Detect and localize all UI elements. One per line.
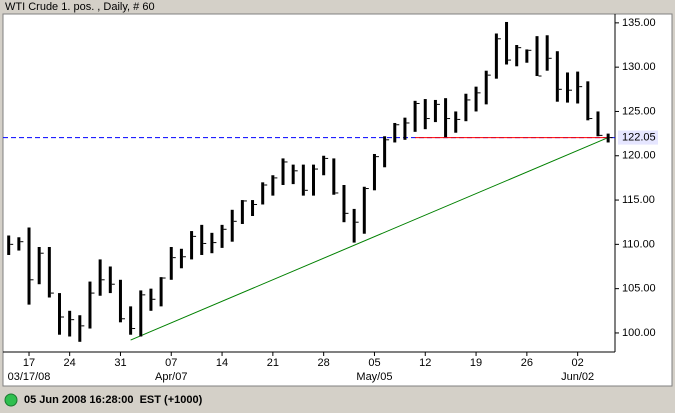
x-sublabel: Apr/07 — [155, 371, 187, 383]
chart-title: WTI Crude 1. pos. , Daily, # 60 — [5, 1, 155, 13]
x-sublabel: Jun/02 — [561, 371, 594, 383]
y-tick-label: 130.00 — [622, 61, 656, 73]
x-tick-label: 28 — [318, 357, 330, 369]
x-tick-label: 14 — [216, 357, 228, 369]
x-tick-label: 24 — [64, 357, 76, 369]
trendline — [130, 137, 609, 341]
x-tick-label: 07 — [165, 357, 177, 369]
x-tick-label: 05 — [368, 357, 380, 369]
last-value-label: 122.05 — [622, 131, 656, 143]
y-tick-label: 120.00 — [622, 150, 656, 162]
x-tick-label: 02 — [572, 357, 584, 369]
y-tick-label: 110.00 — [622, 238, 655, 250]
x-tick-label: 26 — [521, 357, 533, 369]
y-tick-label: 105.00 — [622, 283, 656, 295]
status-icon — [4, 393, 18, 407]
status-text: 05 Jun 2008 16:28:00 EST (+1000) — [24, 394, 203, 406]
x-sublabel: 03/17/08 — [8, 371, 51, 383]
x-sublabel: May/05 — [356, 371, 392, 383]
y-tick-label: 135.00 — [622, 17, 656, 29]
x-tick-label: 19 — [470, 357, 482, 369]
y-tick-label: 125.00 — [622, 105, 656, 117]
y-tick-label: 100.00 — [622, 327, 656, 339]
x-tick-label: 17 — [23, 357, 35, 369]
y-tick-label: 115.00 — [622, 194, 655, 206]
x-tick-label: 12 — [419, 357, 431, 369]
chart-area — [2, 13, 673, 387]
last-value-box — [618, 130, 658, 145]
x-tick-label: 21 — [267, 357, 279, 369]
x-tick-label: 31 — [114, 357, 126, 369]
